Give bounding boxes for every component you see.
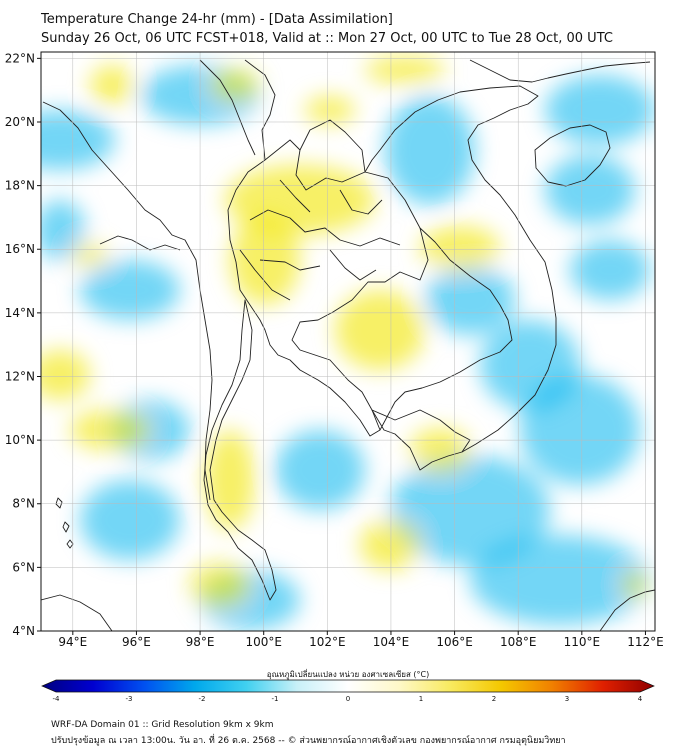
colorbar-tick-label: 0 <box>346 695 350 703</box>
lat-tick-label: 8°N <box>12 497 35 511</box>
cooling-region <box>520 375 640 485</box>
colorbar-tick-label: -1 <box>272 695 279 703</box>
lat-tick-label: 18°N <box>5 179 35 193</box>
graticule <box>41 52 655 631</box>
lat-tick-label: 12°N <box>5 369 35 383</box>
colorbar-title: อุณหภูมิเปลี่ยนแปลง หน่วย องศาเซลเซียส (… <box>267 668 429 680</box>
cooling-region <box>470 535 650 625</box>
lon-tick-label: 110°E <box>564 635 601 649</box>
lon-tick-label: 112°E <box>627 635 664 649</box>
lon-tick-label: 108°E <box>500 635 537 649</box>
lat-tick-label: 4°N <box>12 624 35 638</box>
warming-region <box>205 430 255 530</box>
chart-subtitle: Sunday 26 Oct, 06 UTC FCST+018, Valid at… <box>41 31 613 46</box>
warming-region <box>360 520 420 570</box>
warming-region <box>420 226 500 270</box>
lat-tick-label: 10°N <box>5 433 35 447</box>
colorbar: อุณหภูมิเปลี่ยนแปลง หน่วย องศาเซลเซียส (… <box>41 668 655 703</box>
colorbar-tick-label: 4 <box>638 695 643 703</box>
lat-tick-label: 6°N <box>12 560 35 574</box>
colorbar-tick-label: 1 <box>419 695 423 703</box>
cooling-region <box>545 155 635 225</box>
coastlines-and-borders <box>41 59 655 631</box>
cooling-region <box>425 265 515 335</box>
lon-tick-label: 102°E <box>309 635 346 649</box>
cooling-region <box>80 260 180 320</box>
lon-tick-label: 94°E <box>58 635 87 649</box>
lon-tick-label: 98°E <box>186 635 215 649</box>
warming-region <box>623 571 647 599</box>
warming-region <box>190 563 250 607</box>
cooling-region <box>390 455 550 565</box>
warming-region <box>410 428 470 472</box>
lat-tick-label: 22°N <box>5 51 35 65</box>
cooling-region <box>385 95 475 205</box>
warming-region <box>70 410 150 450</box>
warming-region <box>305 96 355 124</box>
warming-region <box>90 65 134 105</box>
map-frame <box>40 51 656 632</box>
colorbar-tick-label: -2 <box>199 695 206 703</box>
cooling-region <box>570 240 650 300</box>
warming-region <box>365 56 445 84</box>
colorbar-tick-label: 3 <box>565 695 569 703</box>
warming-region <box>41 350 90 400</box>
lon-tick-label: 104°E <box>373 635 410 649</box>
cooling-region <box>80 480 180 560</box>
warming-region <box>335 290 425 370</box>
chart-title: Temperature Change 24-hr (mm) - [Data As… <box>41 12 393 27</box>
colorbar-tick-label: 2 <box>492 695 496 703</box>
colorbar-tick-label: -4 <box>53 695 61 703</box>
lat-tick-label: 16°N <box>5 242 35 256</box>
cooling-region <box>41 200 85 260</box>
colorbar-ticks: -4 -3 -2 -1 0 1 2 3 4 <box>53 695 643 703</box>
colorbar-tick-label: -3 <box>126 695 133 703</box>
lon-tick-label: 106°E <box>436 635 473 649</box>
cooling-region <box>545 75 655 145</box>
footer-model-info: WRF-DA Domain 01 :: Grid Resolution 9km … <box>51 720 274 730</box>
footer-credit: ปรับปรุงข้อมูล ณ เวลา 13:00น. วัน อา. ที… <box>51 736 566 746</box>
lon-tick-label: 96°E <box>122 635 151 649</box>
warming-region <box>210 69 260 101</box>
colorbar-strip <box>41 679 655 693</box>
lat-tick-label: 20°N <box>5 115 35 129</box>
cooling-region <box>275 430 365 510</box>
warming-region <box>72 243 108 267</box>
axis-ticks: 94°E 96°E 98°E 100°E 102°E 104°E 106°E 108°E 110… <box>5 51 664 649</box>
lat-tick-label: 14°N <box>5 306 35 320</box>
lon-tick-label: 100°E <box>245 635 282 649</box>
